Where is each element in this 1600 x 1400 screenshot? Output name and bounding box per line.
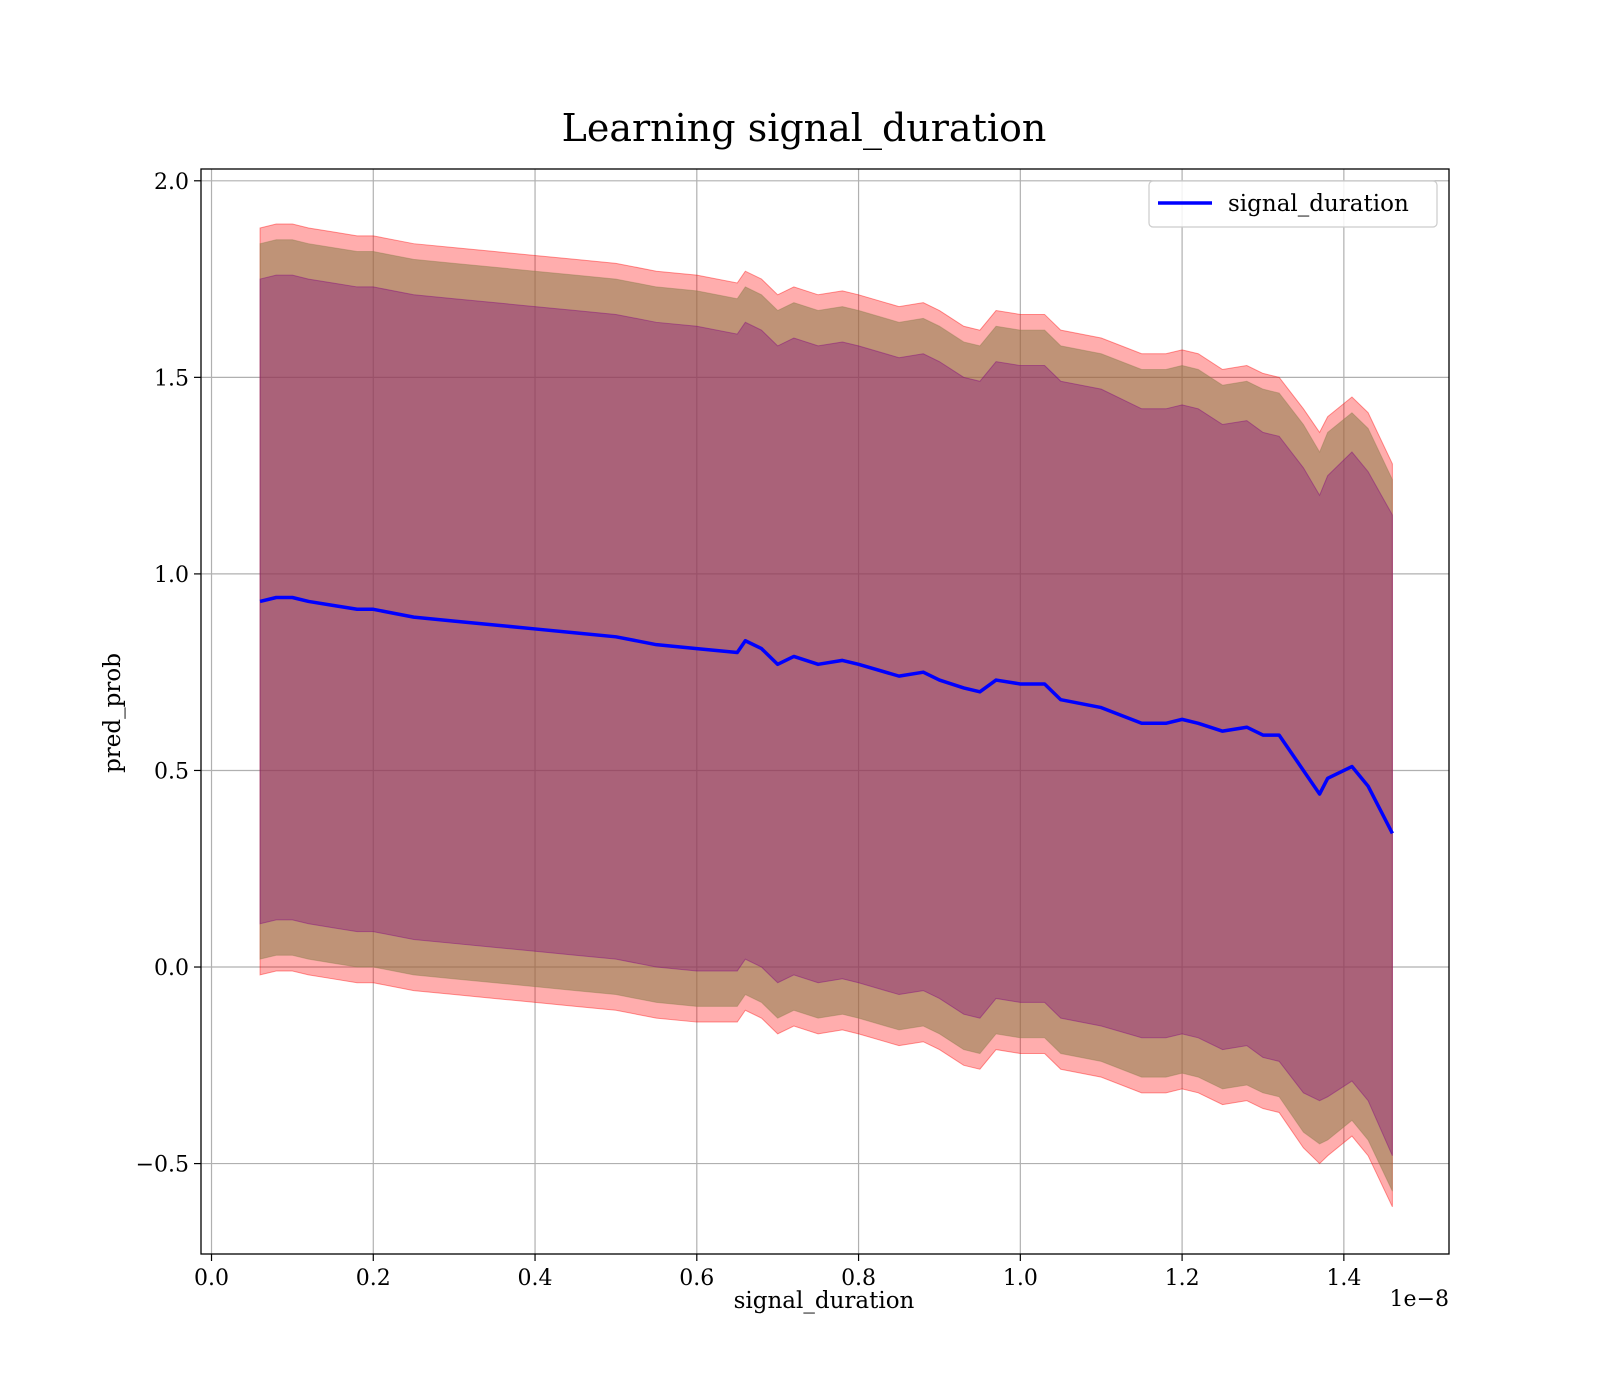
- y-tick-label-4: 1.5: [154, 366, 189, 391]
- chart-title: Learning signal_duration: [562, 106, 1047, 151]
- series-line-0: [259, 595, 1394, 835]
- legend-box: [1148, 180, 1438, 228]
- plot-frame: [200, 168, 1450, 1255]
- band-inner: [259, 274, 1393, 1156]
- axis-ticks: 0.0 0.2 0.4 0.6 0.8 1.0 1.2 1.4 −0.5 0.0 0.5 1.0 1.5…: [136, 170, 1362, 1291]
- x-offset-label: 1e−8: [1390, 1287, 1449, 1312]
- x-tick-label-0: 0.0: [194, 1266, 229, 1291]
- x-tick-label-3: 0.6: [679, 1266, 714, 1291]
- x-tick-label-1: 0.2: [356, 1266, 391, 1291]
- legend: signal_duration: [1148, 180, 1438, 228]
- series-lines: [259, 595, 1394, 835]
- x-tick-label-2: 0.4: [518, 1266, 553, 1291]
- x-tick-label-5: 1.0: [1003, 1266, 1038, 1291]
- y-tick-label-0: −0.5: [136, 1153, 189, 1178]
- x-tick-label-7: 1.4: [1326, 1266, 1361, 1291]
- y-tick-label-1: 0.0: [154, 956, 189, 981]
- band-mid: [259, 239, 1393, 1192]
- y-tick-label-3: 1.0: [154, 563, 189, 588]
- y-axis-label: pred_prob: [100, 653, 126, 773]
- y-tick-label-5: 2.0: [154, 170, 189, 195]
- y-tick-label-2: 0.5: [154, 759, 189, 784]
- x-axis-label: signal_duration: [734, 1288, 915, 1314]
- x-tick-label-6: 1.2: [1165, 1266, 1200, 1291]
- confidence-bands: [259, 223, 1393, 1208]
- x-tick-label-4: 0.8: [841, 1266, 876, 1291]
- legend-label: signal_duration: [1228, 191, 1409, 217]
